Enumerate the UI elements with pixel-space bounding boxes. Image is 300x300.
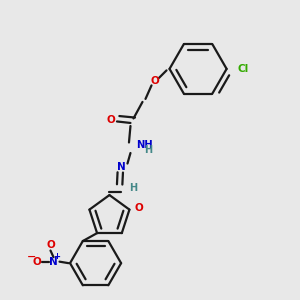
Text: H: H <box>129 183 137 193</box>
Text: O: O <box>106 115 115 125</box>
Text: +: + <box>54 252 61 261</box>
Text: H: H <box>144 145 153 155</box>
Text: NH: NH <box>136 140 153 151</box>
Text: Cl: Cl <box>238 64 249 74</box>
Text: O: O <box>150 76 159 86</box>
Text: −: − <box>27 252 36 262</box>
Text: N: N <box>49 257 58 267</box>
Text: O: O <box>134 203 143 213</box>
Text: O: O <box>33 257 41 267</box>
Text: N: N <box>117 162 126 172</box>
Text: O: O <box>46 240 55 250</box>
